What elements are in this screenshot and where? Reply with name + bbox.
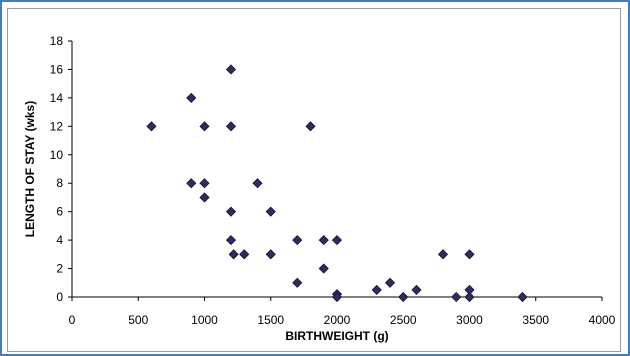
data-point-18	[318, 235, 329, 246]
data-point-28	[451, 291, 462, 303]
data-point-1	[186, 92, 197, 103]
data-point-26	[411, 284, 422, 295]
data-point-12	[252, 178, 263, 189]
x-tick-label-3: 1500	[257, 313, 284, 327]
x-tick-label-1: 500	[128, 313, 148, 327]
y-tick-label-8: 16	[50, 62, 64, 76]
x-tick-label-7: 3500	[522, 313, 549, 327]
x-tick-label-8: 4000	[589, 313, 616, 327]
x-tick-label-4: 2000	[324, 313, 351, 327]
data-point-15	[292, 235, 303, 246]
data-point-2	[186, 178, 197, 189]
x-axis-title: BIRTHWEIGHT (g)	[285, 329, 388, 343]
data-point-3	[199, 121, 210, 132]
y-tick-label-3: 6	[56, 205, 63, 219]
data-point-8	[225, 206, 237, 217]
data-point-24	[384, 277, 396, 288]
data-point-7	[225, 121, 237, 132]
data-point-4	[199, 178, 210, 189]
data-point-5	[199, 192, 210, 203]
y-tick-label-2: 4	[56, 233, 63, 247]
data-point-17	[305, 121, 316, 132]
y-tick-label-5: 10	[50, 148, 64, 162]
data-point-29	[464, 249, 475, 260]
y-tick-label-7: 14	[50, 91, 64, 105]
y-tick-label-6: 12	[50, 119, 64, 133]
data-point-14	[265, 249, 276, 260]
y-tick-label-1: 2	[56, 262, 63, 276]
data-point-31	[464, 291, 475, 303]
x-tick-label-5: 2500	[390, 313, 417, 327]
y-tick-label-0: 0	[56, 290, 63, 304]
data-point-6	[225, 64, 237, 75]
data-point-0	[146, 121, 157, 132]
chart-area-border	[7, 8, 621, 352]
data-point-20	[331, 235, 343, 246]
data-point-22	[331, 291, 343, 303]
x-tick-label-0: 0	[69, 313, 76, 327]
data-point-9	[225, 235, 237, 246]
x-tick-label-6: 3000	[456, 313, 483, 327]
data-point-10	[228, 249, 239, 260]
plot-area: 0 2 4 6 8 10 12 14 16 18 0 500 1000 1500 2000 2500 3000 3…	[50, 34, 616, 327]
data-point-25	[398, 291, 409, 303]
data-point-16	[292, 277, 303, 288]
data-point-13	[265, 206, 276, 217]
data-point-32	[517, 291, 528, 303]
y-axis-title: LENGTH OF STAY (wks)	[23, 101, 37, 237]
x-tick-label-2: 1000	[191, 313, 218, 327]
y-tick-label-9: 18	[50, 34, 64, 48]
data-point-19	[318, 263, 329, 274]
y-tick-label-4: 8	[56, 176, 63, 190]
data-point-11	[239, 249, 250, 260]
data-point-23	[371, 284, 382, 295]
data-point-27	[437, 249, 449, 260]
